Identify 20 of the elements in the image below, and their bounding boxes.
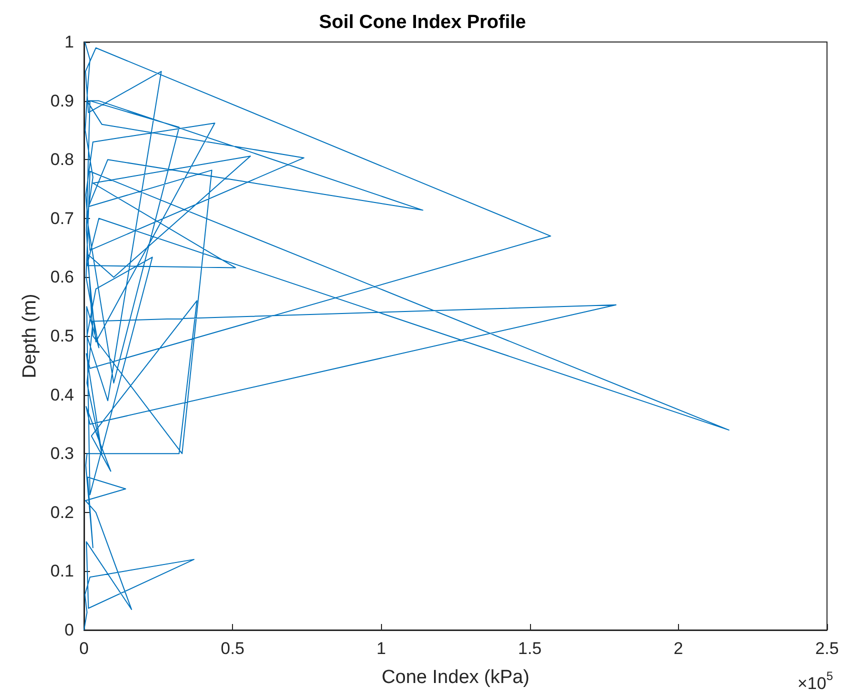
y-tick-label: 0.7 (50, 208, 74, 228)
y-tick-label: 0.3 (50, 444, 74, 464)
y-tick-label: 0.6 (50, 268, 74, 287)
y-tick-label: 0.9 (50, 91, 74, 110)
y-tick-label: 0.1 (50, 562, 74, 581)
x-tick-label: 1 (376, 639, 386, 658)
y-tick-label: 0.8 (50, 150, 74, 170)
x-tick-label: 0.5 (220, 639, 244, 658)
x-tick-label: 0 (79, 639, 89, 658)
x-tick-label: 1.5 (518, 639, 542, 658)
y-tick-label: 0 (64, 620, 74, 640)
x-axis-title: Cone Index (kPa) (382, 667, 530, 688)
y-tick-label: 0.2 (50, 502, 74, 522)
x-tick-label: 2 (674, 639, 684, 658)
y-tick-label: 0.4 (50, 385, 74, 404)
chart-title: Soil Cone Index Profile (319, 12, 526, 33)
y-tick-label: 0.5 (50, 326, 74, 346)
x-tick-label: 2.5 (815, 639, 839, 658)
y-tick-label: 1 (64, 32, 74, 52)
y-axis-title: Depth (m) (19, 294, 40, 378)
